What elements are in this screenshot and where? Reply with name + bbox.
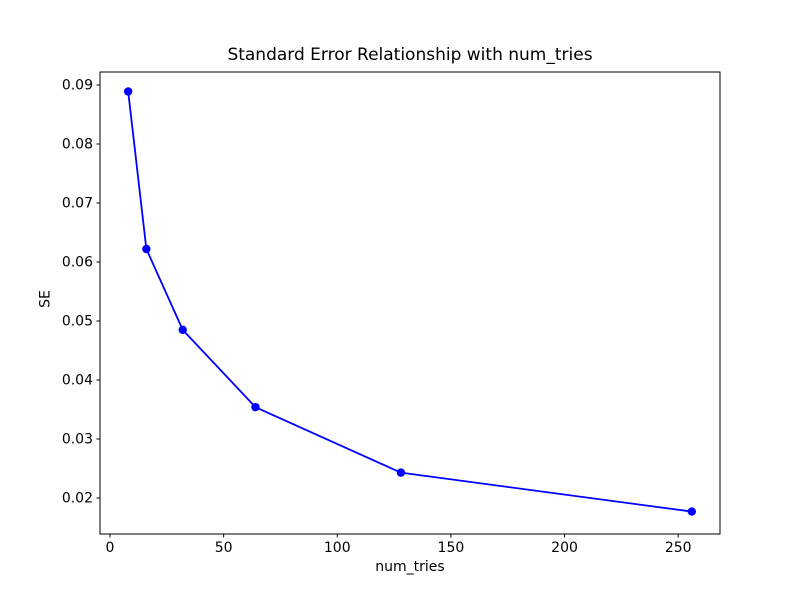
y-tick-label: 0.03 [62, 432, 93, 448]
x-tick-label: 200 [551, 540, 578, 556]
chart-title: Standard Error Relationship with num_tri… [227, 45, 593, 65]
y-tick-label: 0.09 [62, 77, 93, 93]
data-point [123, 87, 133, 96]
y-tick-label: 0.06 [62, 254, 93, 270]
y-tick-label: 0.02 [62, 491, 93, 507]
data-point [251, 402, 260, 412]
data-point [142, 244, 151, 254]
x-axis-label: num_tries [375, 559, 445, 575]
x-tick-label: 100 [324, 540, 351, 556]
y-tick-label: 0.05 [62, 313, 93, 329]
axes-frame [99, 71, 721, 535]
x-tick-label: 250 [665, 540, 692, 556]
data-point [178, 325, 187, 335]
x-tick-label: 0 [106, 540, 115, 556]
y-axis-label: SE [37, 290, 54, 308]
data-point [687, 507, 697, 516]
x-tick-label: 50 [215, 540, 233, 556]
y-tick-label: 0.08 [62, 136, 93, 152]
y-tick-label: 0.04 [62, 373, 93, 389]
series-line [127, 90, 693, 513]
y-tick-label: 0.07 [62, 195, 93, 211]
x-tick-label: 150 [438, 540, 465, 556]
data-point [396, 468, 406, 477]
